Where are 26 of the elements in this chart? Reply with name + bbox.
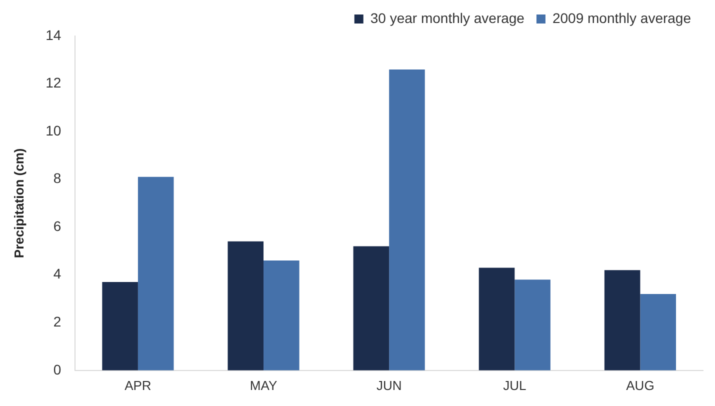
x-tick-label: MAY [250, 378, 278, 393]
y-tick-label: 10 [46, 122, 62, 138]
bar [478, 268, 515, 370]
x-tick-label: AUG [626, 378, 654, 393]
x-tick-label: APR [124, 378, 152, 393]
bar [389, 69, 425, 370]
bar [138, 176, 174, 370]
x-tick-label: JUN [376, 378, 402, 393]
y-tick-label: 8 [53, 170, 62, 186]
y-tick-label: 4 [53, 266, 62, 282]
bar [228, 241, 264, 370]
bar [264, 260, 300, 370]
y-axis-title: Precipitation (cm) [11, 148, 26, 258]
bar [353, 246, 390, 370]
bar [514, 280, 550, 370]
x-tick-label: JUL [503, 378, 526, 393]
y-tick-label: 0 [53, 361, 62, 378]
bar [604, 270, 640, 370]
bar [102, 282, 138, 370]
bar [640, 294, 676, 370]
y-tick-label: 6 [53, 218, 62, 234]
legend-label: 30 year monthly average [370, 10, 525, 26]
y-tick-label: 12 [46, 74, 62, 91]
y-tick-label: 2 [53, 313, 62, 330]
y-tick-label: 14 [46, 26, 62, 43]
legend-label: 2009 monthly average [552, 10, 692, 26]
